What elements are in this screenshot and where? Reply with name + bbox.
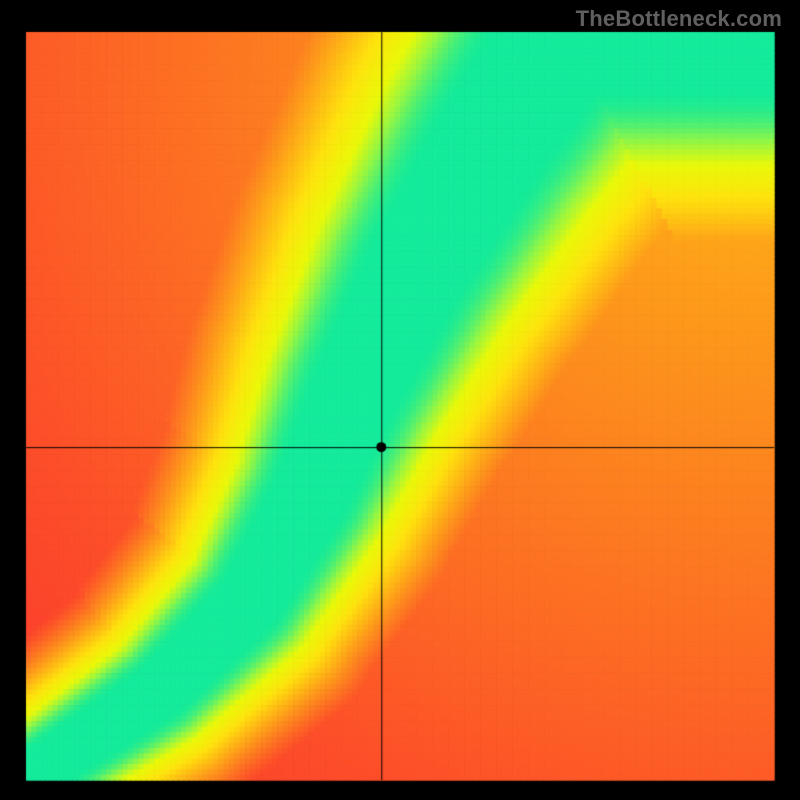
watermark-text: TheBottleneck.com: [576, 6, 782, 32]
chart-container: TheBottleneck.com: [0, 0, 800, 800]
heatmap-canvas: [0, 0, 800, 800]
